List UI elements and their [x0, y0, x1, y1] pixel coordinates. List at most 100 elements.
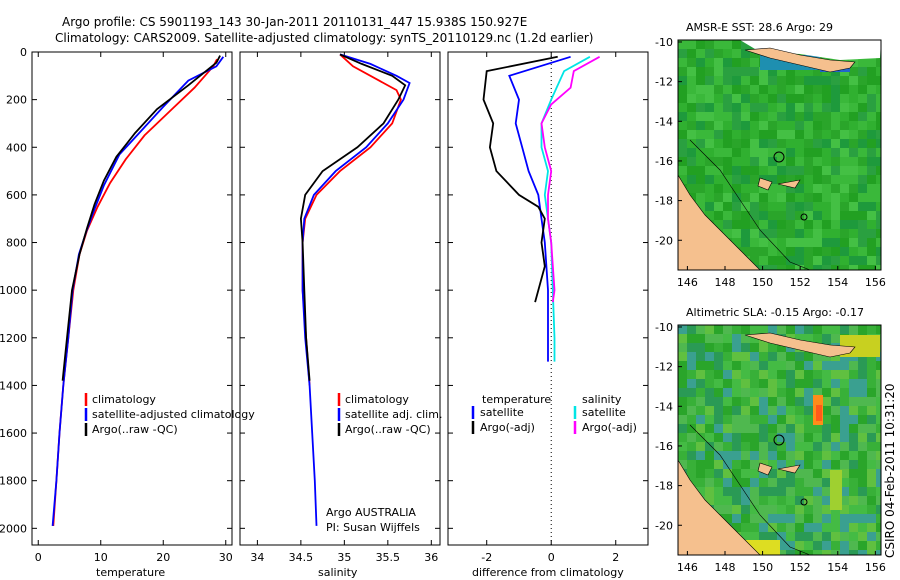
- heatmap-cell: [822, 397, 831, 406]
- heatmap-anomaly: [816, 405, 822, 421]
- heatmap-cell: [795, 379, 804, 388]
- heatmap-cell: [795, 220, 804, 229]
- heatmap-cell: [732, 442, 741, 451]
- heatmap-cell: [705, 406, 714, 415]
- heatmap-cell: [840, 460, 849, 469]
- heatmap-cell: [822, 193, 831, 202]
- heatmap-cell: [732, 94, 741, 103]
- heatmap-cell: [822, 325, 831, 334]
- heatmap-cell: [732, 76, 741, 85]
- heatmap-cell: [849, 247, 858, 256]
- heatmap-cell: [768, 130, 777, 139]
- heatmap-cell: [849, 193, 858, 202]
- heatmap-cell: [795, 184, 804, 193]
- argo-location-marker: [773, 151, 785, 163]
- heatmap-cell: [687, 139, 696, 148]
- heatmap-cell: [714, 121, 723, 130]
- heatmap-cell: [831, 175, 840, 184]
- heatmap-cell: [750, 202, 759, 211]
- heatmap-cell: [687, 85, 696, 94]
- heatmap-cell: [795, 247, 804, 256]
- heatmap-cell: [768, 352, 777, 361]
- heatmap-cell: [705, 388, 714, 397]
- heatmap-cell: [714, 343, 723, 352]
- heatmap-cell: [804, 361, 813, 370]
- heatmap-cell: [822, 238, 831, 247]
- heatmap-cell: [849, 184, 858, 193]
- heatmap-cell: [723, 202, 732, 211]
- heatmap-cell: [732, 202, 741, 211]
- xtick-label: 150: [752, 276, 773, 289]
- heatmap-cell: [759, 442, 768, 451]
- heatmap-cell: [849, 451, 858, 460]
- heatmap-cell: [750, 58, 759, 67]
- xtick-label: 30: [219, 551, 233, 564]
- heatmap-cell: [741, 139, 750, 148]
- heatmap-cell: [750, 487, 759, 496]
- heatmap-cell: [858, 415, 867, 424]
- heatmap-cell: [831, 352, 840, 361]
- heatmap-cell: [876, 541, 881, 550]
- heatmap-cell: [786, 139, 795, 148]
- heatmap-cell: [858, 193, 867, 202]
- heatmap-cell: [777, 406, 786, 415]
- heatmap-cell: [687, 433, 696, 442]
- heatmap-cell: [705, 379, 714, 388]
- heatmap-cell: [678, 325, 687, 334]
- heatmap-cell: [696, 397, 705, 406]
- panel-difference-xlabel: difference from climatology: [472, 566, 624, 579]
- heatmap-cell: [750, 343, 759, 352]
- heatmap-cell: [687, 121, 696, 130]
- heatmap-cell: [786, 496, 795, 505]
- heatmap-cell: [678, 58, 687, 67]
- panel-temperature: 0 200 400 600 800 1000 1200 1400 1600 1800 2000 0 1…: [0, 46, 255, 579]
- heatmap-cell: [795, 238, 804, 247]
- heatmap-cell: [759, 103, 768, 112]
- heatmap-cell: [840, 406, 849, 415]
- heatmap-cell: [786, 157, 795, 166]
- heatmap-cell: [849, 94, 858, 103]
- heatmap-cell: [795, 166, 804, 175]
- heatmap-cell: [759, 343, 768, 352]
- heatmap-cell: [849, 157, 858, 166]
- heatmap-cell: [858, 523, 867, 532]
- heatmap-cell: [714, 220, 723, 229]
- heatmap-cell: [804, 193, 813, 202]
- heatmap-cell: [750, 103, 759, 112]
- heatmap-cell: [858, 424, 867, 433]
- heatmap-cell: [876, 496, 881, 505]
- heatmap-cell: [696, 406, 705, 415]
- heatmap-cell: [786, 478, 795, 487]
- heatmap-cell: [822, 388, 831, 397]
- heatmap-cell: [786, 514, 795, 523]
- heatmap-cell: [795, 442, 804, 451]
- heatmap-cell: [723, 58, 732, 67]
- heatmap-cell: [696, 343, 705, 352]
- heatmap-cell: [804, 442, 813, 451]
- heatmap-cell: [714, 193, 723, 202]
- heatmap-cell: [849, 211, 858, 220]
- heatmap-cell: [687, 184, 696, 193]
- heatmap-cell: [696, 325, 705, 334]
- legend-label-climatology: climatology: [345, 393, 409, 406]
- heatmap-cell: [732, 40, 741, 49]
- heatmap-cell: [849, 103, 858, 112]
- heatmap-cell: [696, 76, 705, 85]
- heatmap-cell: [696, 334, 705, 343]
- series-line: [51, 56, 225, 526]
- heatmap-cell: [876, 442, 881, 451]
- heatmap-cell: [687, 58, 696, 67]
- heatmap-cell: [759, 202, 768, 211]
- heatmap-cell: [795, 325, 804, 334]
- heatmap-cell: [750, 238, 759, 247]
- heatmap-cell: [714, 469, 723, 478]
- heatmap-cell: [858, 532, 867, 541]
- heatmap-cell: [732, 193, 741, 202]
- reef-islands: [757, 462, 801, 476]
- heatmap-cell: [678, 139, 687, 148]
- heatmap-cell: [714, 67, 723, 76]
- heatmap-cell: [759, 238, 768, 247]
- heatmap-cell: [867, 370, 876, 379]
- heatmap-cell: [768, 103, 777, 112]
- heatmap-cell: [822, 85, 831, 94]
